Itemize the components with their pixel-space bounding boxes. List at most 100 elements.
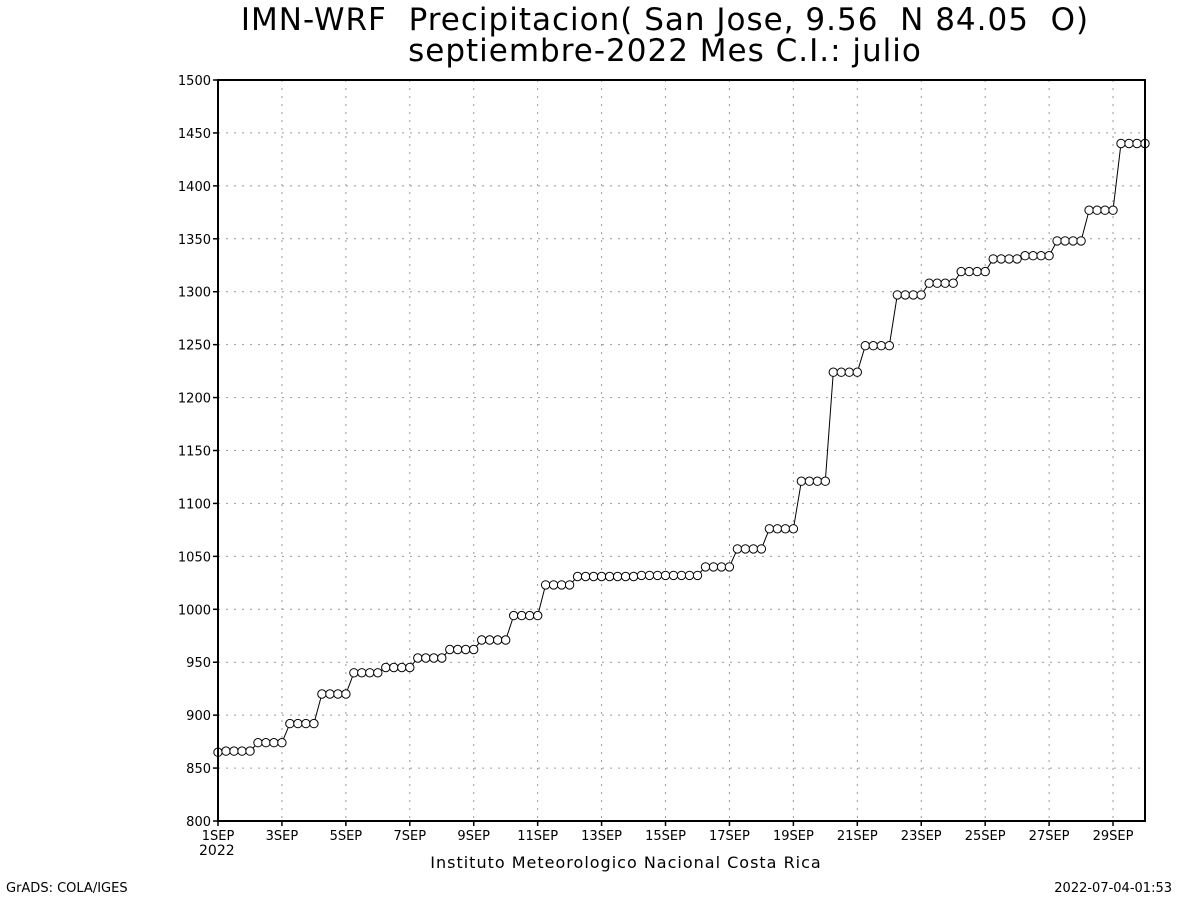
x-tick-label: 5SEP: [330, 829, 363, 844]
data-point: [317, 689, 327, 699]
data-point: [996, 254, 1006, 264]
data-point: [365, 668, 375, 678]
data-point: [397, 662, 407, 673]
data-point: [221, 746, 231, 756]
data-point: [604, 571, 615, 582]
data-point: [253, 738, 263, 748]
data-point: [1092, 205, 1102, 215]
data-point: [860, 341, 870, 351]
data-point: [684, 570, 695, 581]
data-point: [1132, 138, 1142, 149]
y-tick-label: 1350: [178, 233, 211, 248]
data-point: [333, 689, 343, 699]
data-point: [772, 524, 783, 534]
data-point: [852, 367, 862, 377]
data-point: [660, 570, 671, 581]
data-point: [908, 290, 918, 300]
data-point: [924, 278, 934, 288]
data-point: [413, 653, 423, 663]
data-point: [309, 718, 319, 729]
data-point: [269, 738, 279, 748]
data-point: [1004, 254, 1014, 264]
series-line: [213, 138, 1150, 757]
data-point: [1020, 251, 1030, 261]
data-point: [437, 653, 447, 663]
credit-text: Instituto Meteorologico Nacional Costa R…: [430, 853, 822, 872]
data-point: [293, 718, 303, 729]
data-point: [980, 266, 990, 277]
series-polyline: [217, 143, 1145, 753]
chart-title-line2: septiembre-2022 Mes C.I.: julio: [408, 33, 922, 69]
data-point: [349, 668, 359, 678]
data-point: [700, 562, 711, 572]
data-point: [429, 653, 439, 663]
data-point: [477, 635, 487, 645]
data-point: [916, 290, 926, 300]
data-point: [453, 644, 463, 655]
data-point: [828, 367, 838, 377]
data-point: [676, 570, 687, 581]
data-point: [533, 610, 543, 621]
data-point: [301, 718, 311, 729]
data-point: [892, 290, 902, 300]
x-tick-label: 11SEP: [517, 829, 558, 844]
data-point: [612, 571, 623, 582]
data-point: [325, 689, 335, 699]
data-point: [940, 278, 950, 288]
y-tick-label: 1500: [178, 74, 211, 89]
data-point: [548, 580, 559, 590]
data-point: [716, 562, 727, 572]
y-tick-label: 1150: [178, 445, 211, 460]
data-point: [900, 290, 910, 300]
x-axis-year-label: 2022: [199, 843, 235, 859]
y-tick-label: 1050: [178, 550, 211, 565]
footer-timestamp: 2022-07-04-01:53: [1054, 881, 1172, 896]
y-tick-label: 1300: [178, 286, 211, 301]
data-point: [836, 367, 846, 377]
x-axis: 1SEP 3SEP 5SEP 7SEP 9SEP 11SEP 13SEP 15SEP 17SEP…: [202, 821, 1134, 844]
x-tick-label: 19SEP: [773, 829, 814, 844]
data-point: [820, 476, 830, 486]
data-point: [540, 580, 551, 590]
data-point: [556, 580, 567, 590]
x-tick-label: 21SEP: [837, 829, 878, 844]
data-point: [724, 562, 735, 572]
data-point: [1100, 205, 1110, 215]
data-point: [373, 668, 383, 678]
x-tick-label: 9SEP: [457, 829, 490, 844]
x-tick-label: 13SEP: [581, 829, 622, 844]
y-tick-label: 1450: [178, 127, 211, 142]
grid-lines: [218, 80, 1145, 821]
data-point: [740, 544, 751, 554]
data-point: [1084, 205, 1094, 215]
data-point: [748, 544, 759, 554]
data-point: [932, 278, 942, 288]
data-point: [485, 635, 495, 645]
data-point: [1116, 138, 1126, 149]
y-tick-label: 800: [186, 815, 211, 830]
x-tick-label: 15SEP: [645, 829, 686, 844]
data-point: [732, 544, 743, 554]
data-point: [237, 746, 247, 756]
y-tick-label: 950: [186, 656, 211, 671]
data-point: [1028, 251, 1038, 261]
x-tick-label: 1SEP: [202, 829, 235, 844]
data-point: [525, 610, 535, 621]
data-point: [596, 571, 607, 582]
x-tick-label: 23SEP: [901, 829, 942, 844]
data-point: [644, 570, 655, 581]
data-point: [229, 746, 239, 756]
data-point: [461, 644, 471, 655]
data-point: [1060, 236, 1070, 246]
data-point: [964, 266, 974, 277]
x-tick-label: 25SEP: [965, 829, 1006, 844]
data-point: [1068, 236, 1078, 246]
data-point: [868, 341, 878, 351]
data-point: [1012, 254, 1022, 264]
data-point: [636, 570, 647, 581]
data-point: [469, 644, 479, 655]
y-tick-label: 1250: [178, 339, 211, 354]
data-point: [956, 266, 966, 277]
y-tick-label: 850: [186, 762, 211, 777]
